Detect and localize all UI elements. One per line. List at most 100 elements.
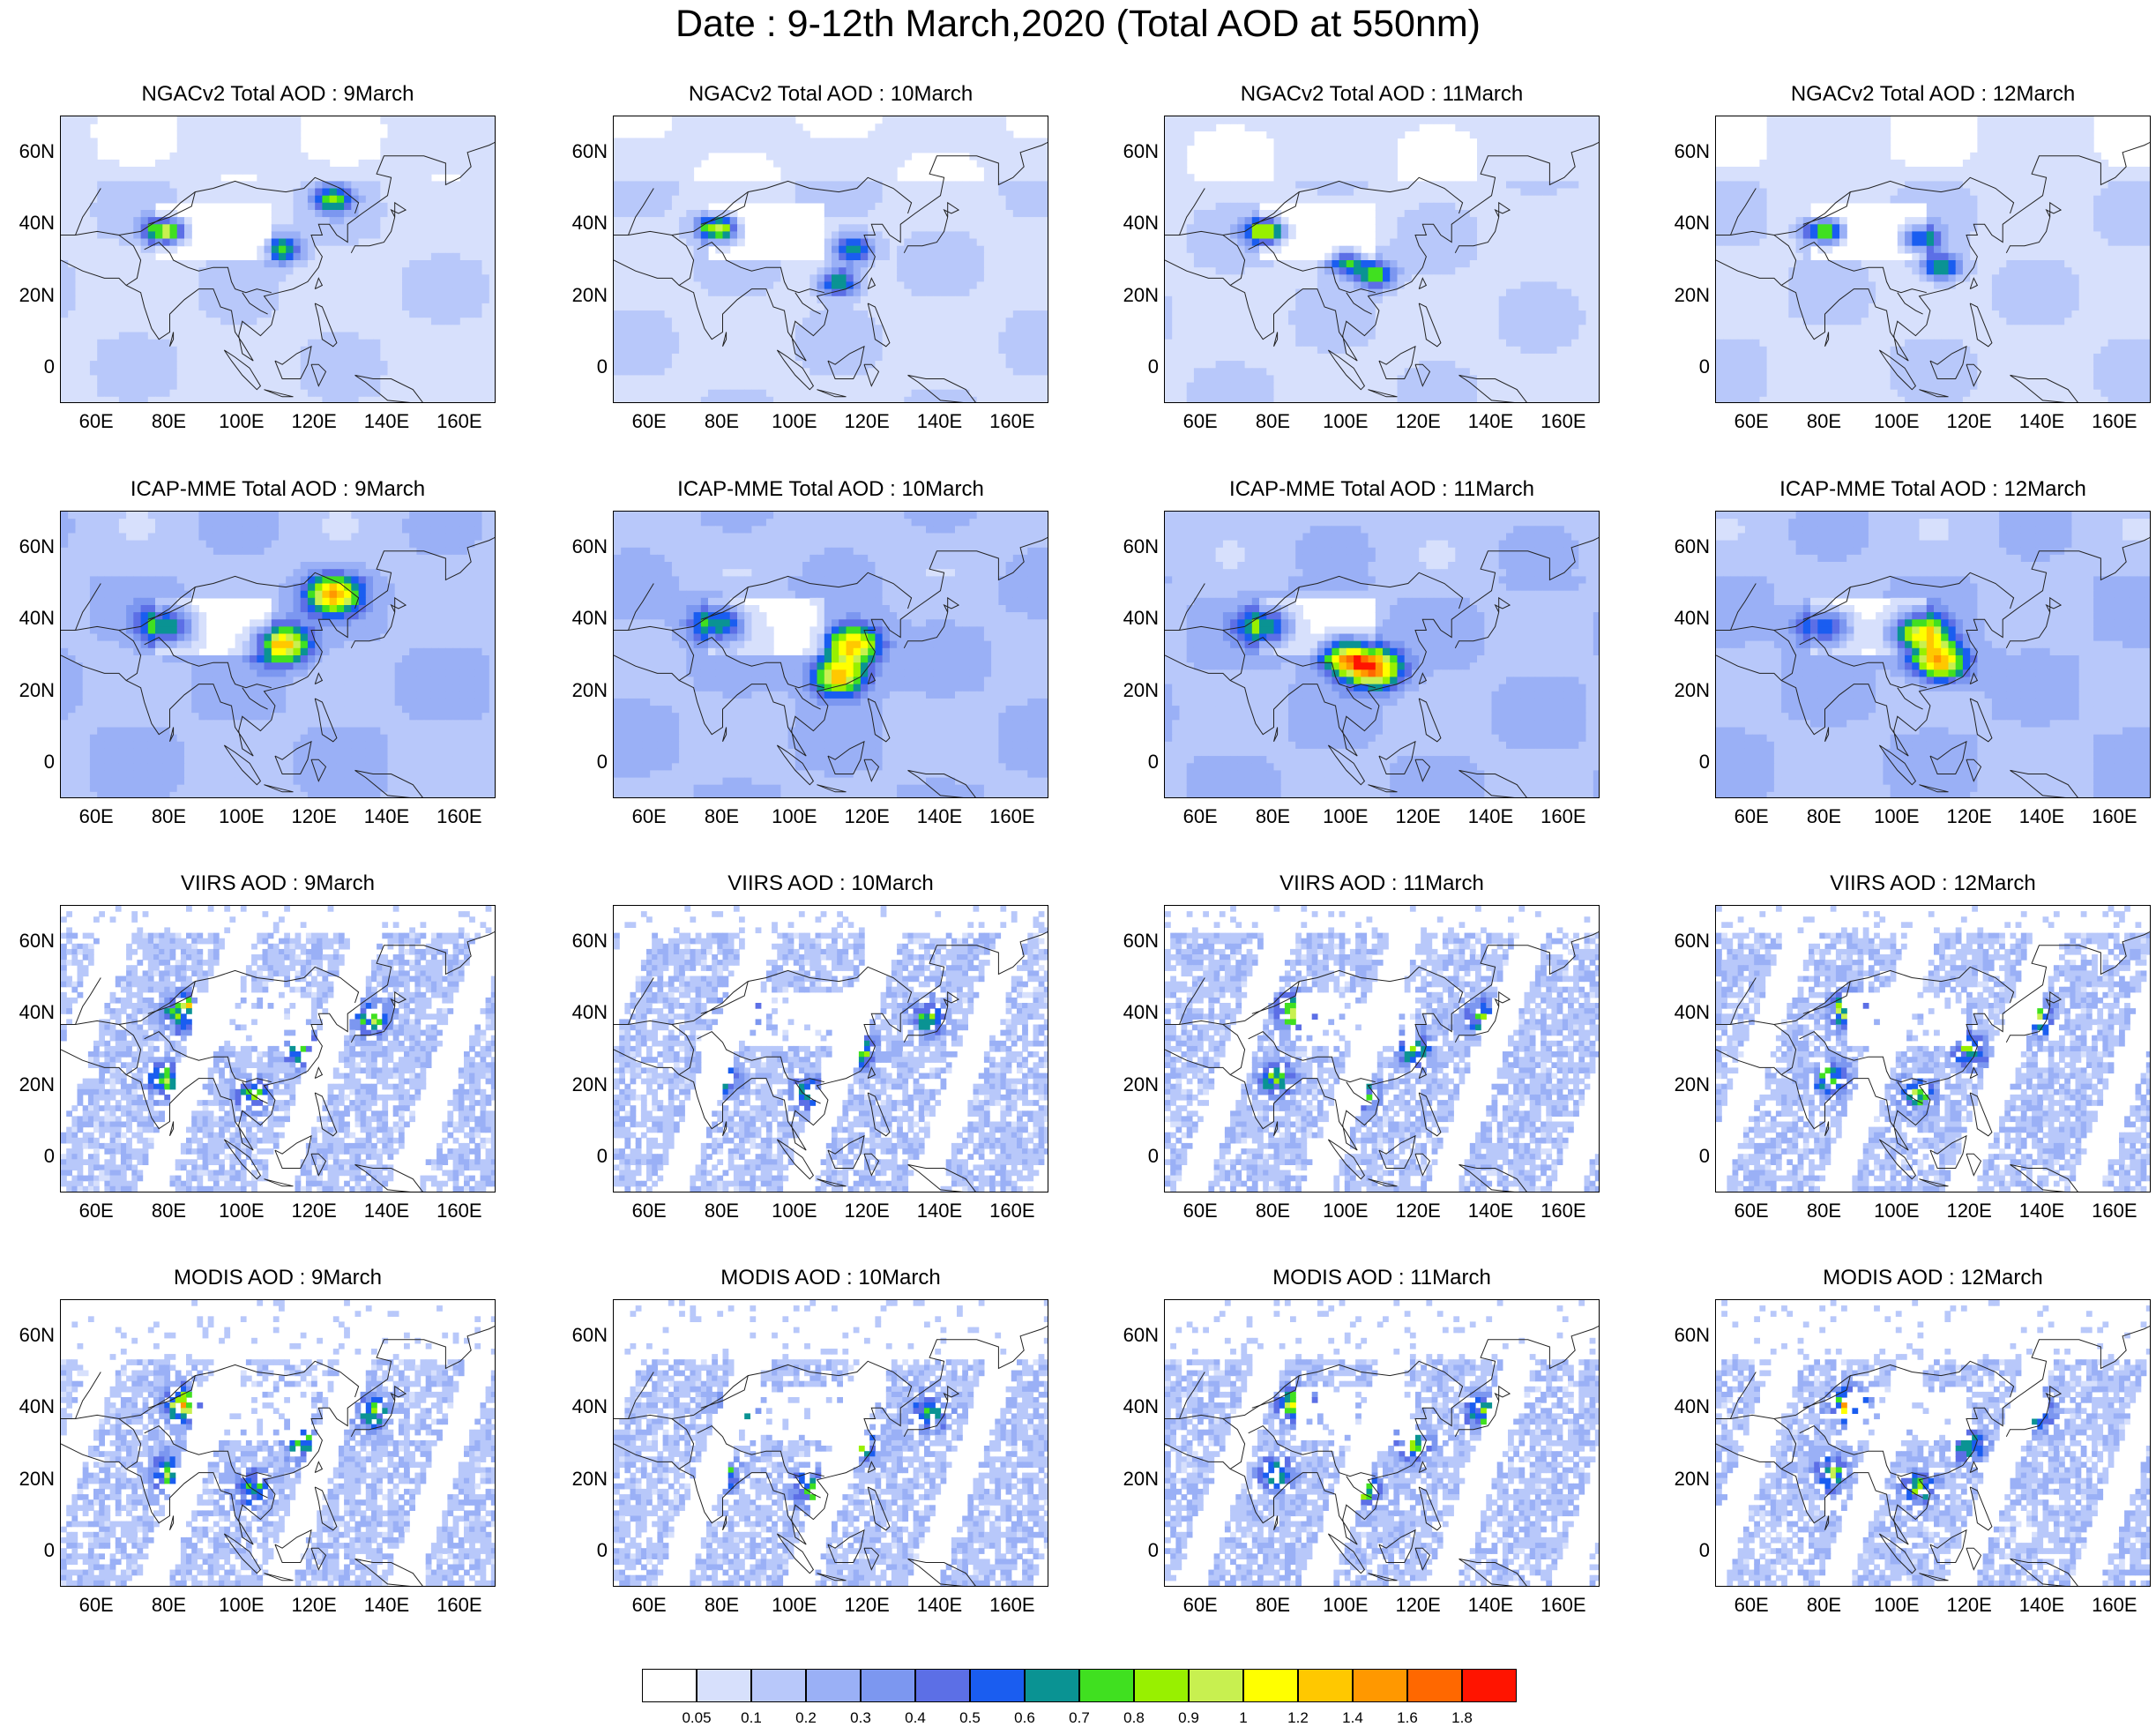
- coastline: [697, 636, 824, 689]
- lon-tick-label: 60E: [1169, 1200, 1231, 1222]
- coastline: [867, 698, 891, 743]
- lon-tick-label: 160E: [1533, 1595, 1594, 1616]
- coastline: [1222, 1024, 1246, 1075]
- aod-field: [1716, 512, 2150, 797]
- coastline: [1454, 596, 1511, 649]
- lon-tick-label: 120E: [283, 1595, 345, 1616]
- coastline: [274, 1134, 312, 1169]
- lat-tick-label: 40N: [1115, 213, 1159, 234]
- coastline: [1919, 784, 1949, 793]
- coastline: [1802, 587, 1851, 620]
- lat-tick-label: 60N: [11, 1324, 55, 1346]
- lon-tick-label: 80E: [691, 1200, 753, 1222]
- coastline: [776, 1533, 815, 1574]
- coastline: [147, 191, 196, 225]
- coastline: [907, 1163, 976, 1192]
- lon-tick-label: 140E: [356, 411, 418, 432]
- lon-tick-label: 120E: [836, 1200, 898, 1222]
- coastline: [795, 1081, 821, 1104]
- lon-tick-label: 60E: [618, 411, 680, 432]
- coastline: [264, 389, 294, 398]
- lat-tick-label: 40N: [11, 213, 55, 234]
- coastline: [907, 374, 976, 402]
- coastline: [863, 1153, 880, 1177]
- coastline: [867, 1092, 891, 1137]
- coastline: [1716, 536, 2150, 757]
- lon-tick-label: 100E: [764, 1595, 825, 1616]
- coastline: [1824, 727, 1830, 743]
- lon-tick-label: 160E: [2084, 806, 2145, 827]
- lon-tick-label: 80E: [691, 1595, 753, 1616]
- coastline: [671, 630, 695, 681]
- lon-tick-label: 120E: [1938, 1200, 2000, 1222]
- aod-field: [61, 1300, 495, 1586]
- aod-field: [1165, 116, 1599, 402]
- coastline: [700, 191, 749, 225]
- panel-title: MODIS AOD : 12March: [1715, 1266, 2151, 1290]
- lon-tick-label: 160E: [429, 1595, 490, 1616]
- coastline: [827, 1529, 865, 1563]
- coastline: [722, 1121, 727, 1137]
- lon-tick-label: 140E: [356, 1595, 418, 1616]
- lat-tick-label: 40N: [1666, 608, 1710, 629]
- figure-title: Date : 9-12th March,2020 (Total AOD at 5…: [0, 2, 2156, 46]
- coastline: [1368, 389, 1398, 398]
- coastline: [1179, 583, 1205, 631]
- panel-title: MODIS AOD : 11March: [1164, 1266, 1600, 1290]
- lat-tick-label: 0: [563, 1540, 608, 1561]
- coastline: [1969, 1461, 1979, 1474]
- lon-tick-label: 80E: [138, 1200, 200, 1222]
- coastline: [1248, 636, 1376, 689]
- coastline: [614, 1360, 913, 1420]
- coastline: [1878, 1139, 1917, 1180]
- lat-tick-label: 0: [11, 1146, 55, 1167]
- lon-tick-label: 160E: [981, 411, 1043, 432]
- coastline: [1969, 1092, 1993, 1137]
- coastline: [2010, 1558, 2078, 1586]
- lat-tick-label: 0: [11, 356, 55, 378]
- coastline: [1969, 1486, 1993, 1531]
- colorbar-swatch: [1189, 1669, 1243, 1702]
- coastline: [1414, 1153, 1431, 1177]
- coastline: [628, 977, 654, 1025]
- coastline: [1222, 235, 1246, 286]
- coastline: [1327, 349, 1366, 391]
- coastline: [1165, 966, 1464, 1026]
- lon-tick-label: 140E: [356, 806, 418, 827]
- coastline: [314, 672, 324, 685]
- coastline: [614, 536, 1048, 757]
- coastline: [223, 1533, 262, 1574]
- lat-tick-label: 20N: [563, 1073, 608, 1095]
- coastline: [1222, 1418, 1246, 1469]
- colorbar-swatch: [806, 1669, 861, 1702]
- panel-title: ICAP-MME Total AOD : 11March: [1164, 477, 1600, 502]
- lon-tick-label: 100E: [211, 411, 272, 432]
- lon-tick-label: 140E: [909, 1595, 971, 1616]
- lat-tick-label: 40N: [11, 1002, 55, 1023]
- coastline: [1773, 235, 1797, 286]
- coastline: [903, 991, 960, 1043]
- lon-tick-label: 60E: [618, 1200, 680, 1222]
- lon-tick-label: 160E: [981, 1200, 1043, 1222]
- lat-tick-label: 60N: [11, 140, 55, 162]
- colorbar-swatch: [861, 1669, 915, 1702]
- lat-tick-label: 20N: [563, 284, 608, 306]
- lat-tick-label: 60N: [1115, 1324, 1159, 1346]
- lat-tick-label: 20N: [11, 1468, 55, 1490]
- coastline: [1418, 672, 1428, 685]
- coastline: [1346, 292, 1372, 315]
- panel-title: ICAP-MME Total AOD : 9March: [60, 477, 496, 502]
- colorbar-label: 0.1: [725, 1709, 778, 1727]
- coastline: [354, 1558, 423, 1586]
- coastline: [1378, 1529, 1416, 1563]
- lon-tick-label: 60E: [65, 806, 127, 827]
- lat-tick-label: 20N: [1115, 1468, 1159, 1490]
- coastline: [1346, 1081, 1372, 1104]
- coastline: [350, 596, 407, 649]
- map-panel: [1164, 1299, 1600, 1587]
- coastline: [722, 1515, 727, 1531]
- coastline: [2010, 374, 2078, 402]
- lat-tick-label: 40N: [1115, 608, 1159, 629]
- coastline: [1454, 991, 1511, 1043]
- coastline: [1773, 630, 1797, 681]
